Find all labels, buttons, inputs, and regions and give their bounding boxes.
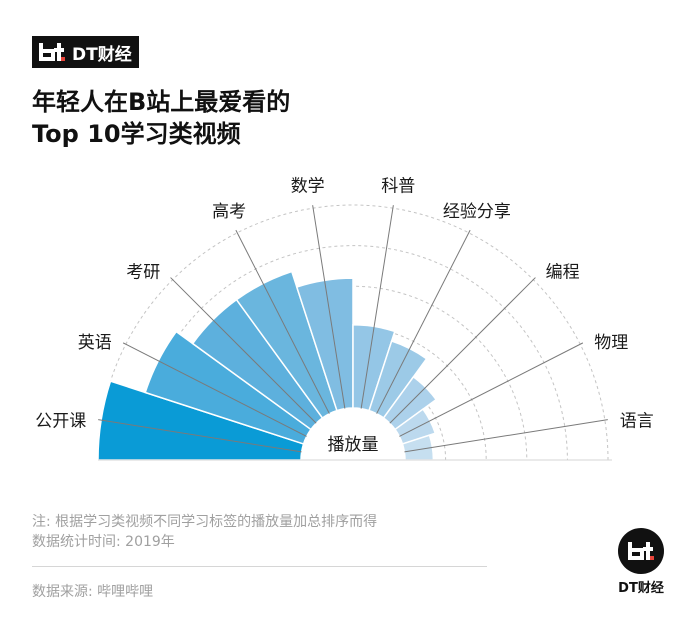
category-label: 经验分享: [443, 202, 511, 222]
category-label: 高考: [212, 202, 246, 222]
grid-arc-2: [219, 326, 487, 461]
logo-text: DT财经: [618, 581, 664, 596]
category-label: 英语: [78, 333, 112, 353]
chart-title: 年轻人在B站上最爱看的 Top 10学习类视频: [32, 86, 290, 150]
spoke-科普: [360, 205, 394, 409]
divider: [32, 566, 487, 567]
spoke-考研: [170, 277, 317, 424]
category-label: 公开课: [35, 412, 86, 432]
spoke-英语: [122, 342, 307, 437]
category-label: 科普: [381, 176, 415, 196]
category-label: 编程: [546, 262, 580, 282]
spoke-数学: [312, 205, 346, 409]
spoke-公开课: [98, 419, 302, 453]
center-label: 播放量: [328, 435, 379, 455]
category-label: 数学: [291, 176, 325, 196]
note-line-1: 注: 根据学习类视频不同学习标签的播放量加总排序而得: [32, 514, 378, 530]
center-disc: [301, 408, 405, 460]
bottom-logo: DT财经: [610, 528, 672, 596]
category-label: 考研: [126, 262, 160, 282]
dt-logo-icon: [39, 43, 65, 61]
spoke-编程: [389, 277, 536, 424]
dt-circle-logo-icon: [618, 528, 664, 574]
title-line-2: Top 10学习类视频: [32, 120, 241, 148]
brand-badge: DT财经: [32, 36, 139, 68]
source-text: 数据来源: 哔哩哔哩: [32, 584, 154, 600]
spoke-高考: [235, 229, 330, 414]
brand-name: DT财经: [72, 44, 132, 65]
title-line-1: 年轻人在B站上最爱看的: [32, 88, 291, 116]
spoke-经验分享: [376, 229, 471, 414]
spoke-物理: [399, 342, 584, 437]
chart-spokes: [98, 205, 608, 453]
category-label: 语言: [620, 412, 654, 432]
spoke-语言: [404, 419, 608, 453]
note-line-2: 数据统计时间: 2019年: [32, 534, 175, 550]
category-label: 物理: [594, 333, 628, 353]
